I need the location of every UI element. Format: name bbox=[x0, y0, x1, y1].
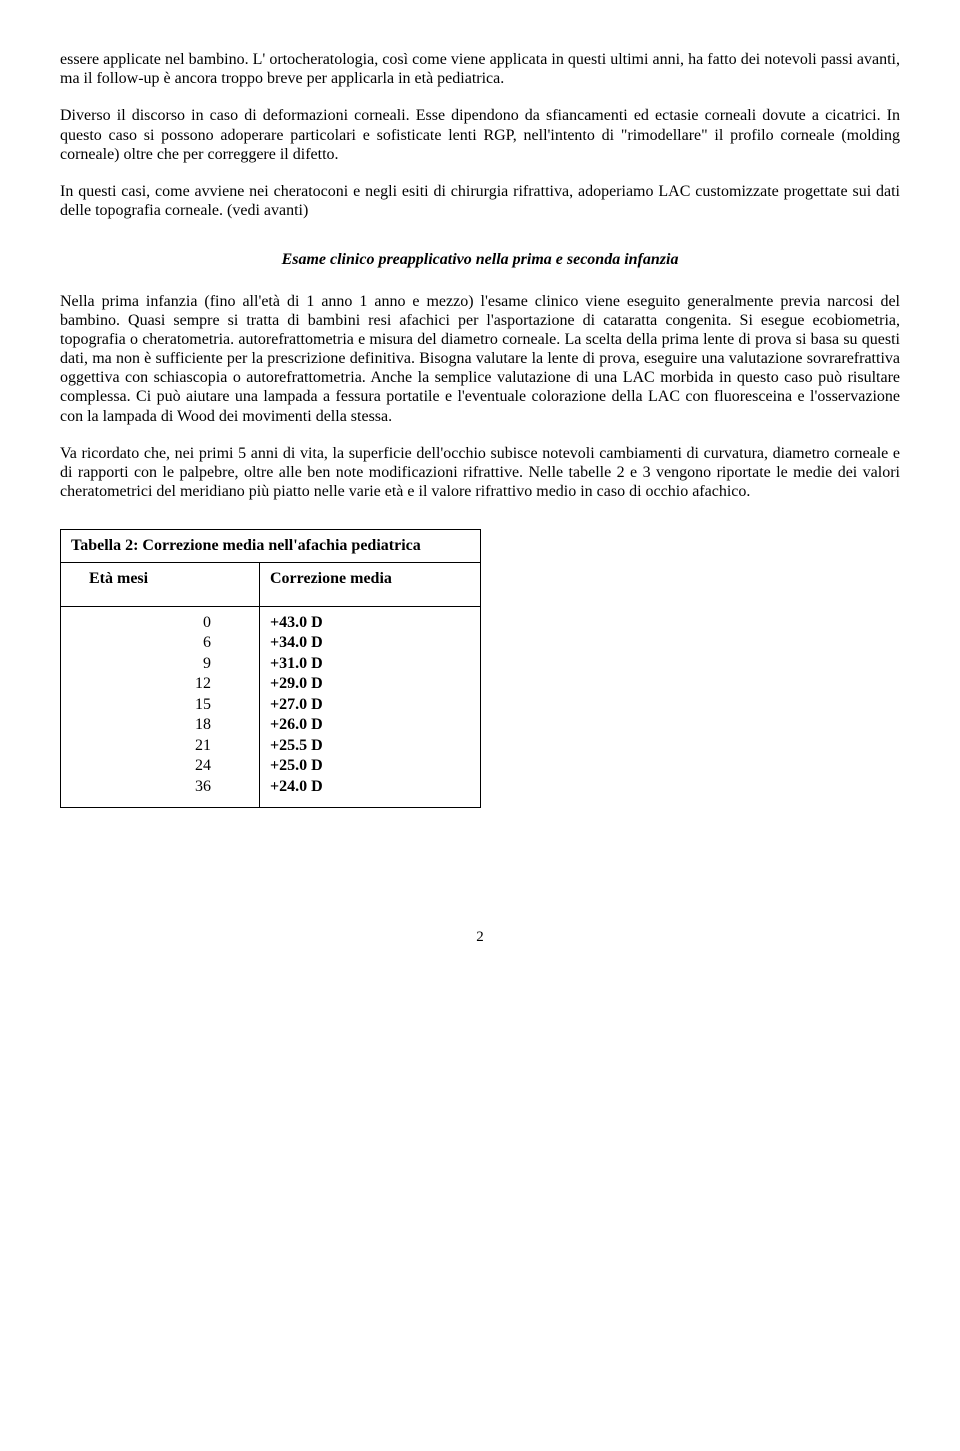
paragraph-1: essere applicate nel bambino. L' ortoche… bbox=[60, 50, 900, 88]
age-value: 12 bbox=[71, 674, 249, 694]
paragraph-2: Diverso il discorso in caso di deformazi… bbox=[60, 106, 900, 164]
correction-value: +26.0 D bbox=[270, 715, 470, 735]
age-value: 6 bbox=[71, 633, 249, 653]
age-list: 069121518212436 bbox=[71, 613, 249, 797]
table-title-row: Tabella 2: Correzione media nell'afachia… bbox=[61, 530, 481, 562]
correction-cell: +43.0 D+34.0 D+31.0 D+29.0 D+27.0 D+26.0… bbox=[260, 606, 481, 807]
age-value: 24 bbox=[71, 756, 249, 776]
age-value: 9 bbox=[71, 654, 249, 674]
table-2: Tabella 2: Correzione media nell'afachia… bbox=[60, 529, 481, 808]
correction-value: +25.0 D bbox=[270, 756, 470, 776]
col-header-correction: Correzione media bbox=[260, 562, 481, 606]
paragraph-3: In questi casi, come avviene nei cherato… bbox=[60, 182, 900, 220]
page-number: 2 bbox=[60, 928, 900, 946]
age-cell: 069121518212436 bbox=[61, 606, 260, 807]
paragraph-4: Nella prima infanzia (fino all'età di 1 … bbox=[60, 292, 900, 426]
age-value: 0 bbox=[71, 613, 249, 633]
paragraph-5: Va ricordato che, nei primi 5 anni di vi… bbox=[60, 444, 900, 502]
section-heading: Esame clinico preapplicativo nella prima… bbox=[60, 250, 900, 269]
table-header-row: Età mesi Correzione media bbox=[61, 562, 481, 606]
table-data-row: 069121518212436 +43.0 D+34.0 D+31.0 D+29… bbox=[61, 606, 481, 807]
correction-value: +29.0 D bbox=[270, 674, 470, 694]
correction-value: +31.0 D bbox=[270, 654, 470, 674]
age-value: 15 bbox=[71, 695, 249, 715]
correction-value: +24.0 D bbox=[270, 777, 470, 797]
correction-list: +43.0 D+34.0 D+31.0 D+29.0 D+27.0 D+26.0… bbox=[270, 613, 470, 797]
table-title-cell: Tabella 2: Correzione media nell'afachia… bbox=[61, 530, 481, 562]
age-value: 36 bbox=[71, 777, 249, 797]
age-value: 21 bbox=[71, 736, 249, 756]
age-value: 18 bbox=[71, 715, 249, 735]
correction-value: +43.0 D bbox=[270, 613, 470, 633]
correction-value: +25.5 D bbox=[270, 736, 470, 756]
correction-value: +27.0 D bbox=[270, 695, 470, 715]
table-2-container: Tabella 2: Correzione media nell'afachia… bbox=[60, 529, 900, 808]
col-header-age: Età mesi bbox=[61, 562, 260, 606]
correction-value: +34.0 D bbox=[270, 633, 470, 653]
